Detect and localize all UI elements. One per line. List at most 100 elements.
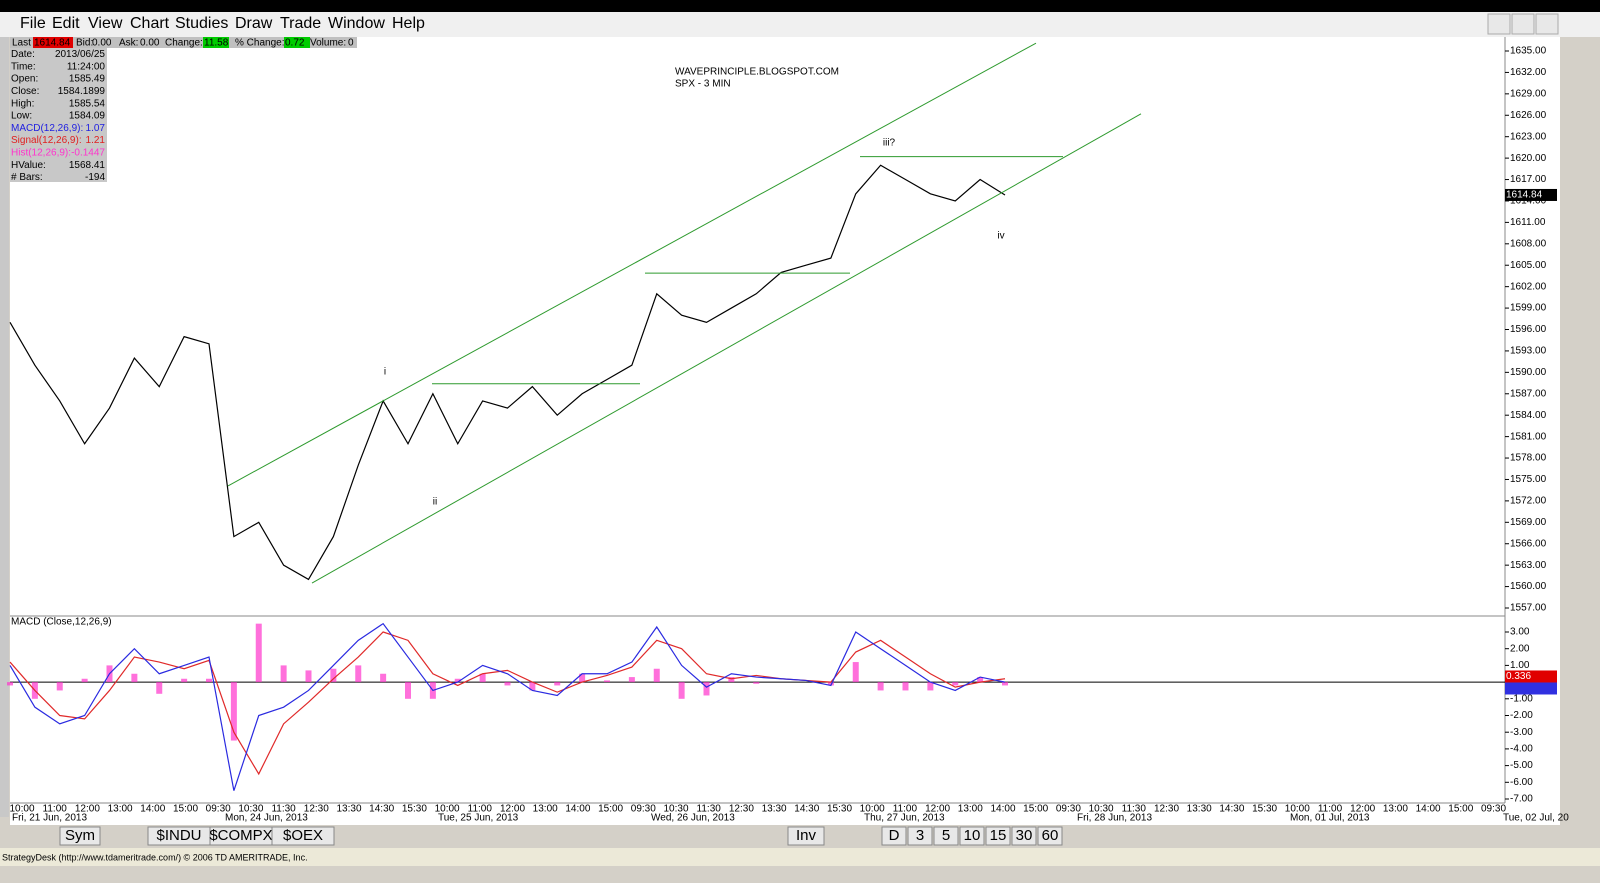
y-tick-label: 3.00 bbox=[1510, 627, 1530, 638]
menu-item[interactable]: Studies bbox=[175, 15, 228, 32]
minimize-button[interactable] bbox=[1487, 13, 1511, 35]
y-tick-label: -6.00 bbox=[1510, 777, 1533, 788]
y-tick-label: 1560.00 bbox=[1510, 581, 1547, 592]
interval-label: 3 bbox=[916, 827, 924, 844]
hist-bar bbox=[454, 678, 461, 683]
hist-bar bbox=[703, 682, 710, 696]
info-value: -194 bbox=[85, 172, 105, 183]
x-tick-label: 13:00 bbox=[958, 804, 983, 815]
close-button[interactable] bbox=[1535, 13, 1559, 35]
date-label: Tue, 25 Jun, 2013 bbox=[438, 813, 519, 824]
restore-button[interactable] bbox=[1511, 13, 1535, 35]
menu-item[interactable]: File bbox=[20, 15, 46, 32]
menu-item[interactable]: Window bbox=[328, 15, 385, 32]
info-panel bbox=[10, 48, 107, 182]
interval-label: 10 bbox=[964, 827, 981, 844]
quote-change: 11.58 bbox=[204, 38, 229, 49]
x-tick-label: 09:30 bbox=[1481, 804, 1506, 815]
x-tick-label: 11:00 bbox=[468, 804, 493, 815]
x-tick-label: 11:30 bbox=[271, 804, 296, 815]
wave-label: i bbox=[384, 367, 386, 378]
value-highlight bbox=[203, 37, 229, 48]
price-line bbox=[9, 164, 1006, 581]
hist-bar bbox=[280, 665, 287, 683]
info-value: 11:24:00 bbox=[67, 61, 106, 72]
hist-bar bbox=[902, 682, 909, 691]
trendline bbox=[227, 42, 1037, 487]
quote-bid: 0.00 bbox=[92, 38, 112, 49]
hist-bar bbox=[405, 682, 411, 699]
x-tick-label: 10:00 bbox=[860, 804, 885, 815]
menu-item[interactable]: Trade bbox=[280, 15, 321, 32]
x-tick-label: 12:30 bbox=[304, 804, 329, 815]
hist-bar bbox=[977, 677, 984, 683]
menu-item[interactable]: View bbox=[88, 15, 123, 32]
interval-button[interactable] bbox=[985, 826, 1011, 846]
menu-item[interactable]: Help bbox=[392, 15, 425, 32]
y-tick-label: 1611.00 bbox=[1510, 217, 1546, 228]
interval-button[interactable] bbox=[787, 826, 825, 846]
interval-button[interactable] bbox=[959, 826, 985, 846]
annotation: SPX - 3 MIN bbox=[675, 79, 731, 90]
symbol-tab[interactable] bbox=[271, 826, 335, 846]
y-tick-label: 1590.00 bbox=[1510, 367, 1547, 378]
quote-last: 1614.84 bbox=[34, 38, 71, 49]
last-price-label: 1614.84 bbox=[1506, 190, 1543, 201]
interval-button[interactable] bbox=[881, 826, 907, 846]
hist-bar bbox=[728, 677, 735, 683]
interval-button[interactable] bbox=[1037, 826, 1063, 846]
hist-bar bbox=[753, 682, 760, 684]
info-label: High: bbox=[11, 98, 34, 109]
y-tick-label: 1584.00 bbox=[1510, 410, 1547, 421]
y-tick-label: 1599.00 bbox=[1510, 303, 1547, 314]
info-label: HValue: bbox=[11, 160, 46, 171]
trendline bbox=[311, 113, 1142, 584]
y-tick-label: 1587.00 bbox=[1510, 388, 1547, 399]
x-tick-label: 15:00 bbox=[1448, 804, 1473, 815]
y-tick-label: 1608.00 bbox=[1510, 238, 1547, 249]
hist-bar bbox=[852, 662, 859, 683]
quote-pct: 0.72 bbox=[285, 38, 305, 49]
quote-pct-label: % Change: bbox=[235, 38, 284, 49]
interval-button[interactable] bbox=[1011, 826, 1037, 846]
x-tick-label: 10:30 bbox=[1089, 804, 1114, 815]
interval-label: 15 bbox=[990, 827, 1007, 844]
x-tick-label: 11:00 bbox=[893, 804, 918, 815]
y-tick-label: 1572.00 bbox=[1510, 496, 1547, 507]
x-tick-label: 12:00 bbox=[75, 804, 100, 815]
interval-button[interactable] bbox=[933, 826, 959, 846]
y-tick-label: 1635.00 bbox=[1510, 46, 1547, 57]
x-tick-label: 09:30 bbox=[631, 804, 656, 815]
info-value: 1584.1899 bbox=[58, 86, 106, 97]
annotation: WAVEPRINCIPLE.BLOGSPOT.COM bbox=[675, 67, 839, 78]
menu-item[interactable]: Edit bbox=[52, 15, 80, 32]
status-bar bbox=[0, 848, 1600, 866]
y-tick-label: -7.00 bbox=[1510, 794, 1533, 805]
x-tick-label: 11:00 bbox=[1318, 804, 1343, 815]
x-tick-label: 13:30 bbox=[1187, 804, 1212, 815]
info-label: MACD(12,26,9): bbox=[11, 123, 83, 134]
y-tick-label: 1617.00 bbox=[1510, 174, 1547, 185]
hist-bar bbox=[653, 668, 660, 683]
menu-item[interactable]: Chart bbox=[130, 15, 170, 32]
date-label: Mon, 01 Jul, 2013 bbox=[1290, 813, 1370, 824]
x-tick-label: 12:30 bbox=[729, 804, 754, 815]
hist-bar bbox=[355, 665, 362, 683]
x-tick-label: 14:00 bbox=[1416, 804, 1441, 815]
x-tick-label: 10:00 bbox=[9, 804, 34, 815]
x-tick-label: 14:30 bbox=[794, 804, 819, 815]
y-tick-label: 1626.00 bbox=[1510, 110, 1547, 121]
menu-item[interactable]: Draw bbox=[235, 15, 273, 32]
info-value: 1585.54 bbox=[69, 98, 106, 109]
date-label: Mon, 24 Jun, 2013 bbox=[225, 813, 308, 824]
interval-button[interactable] bbox=[907, 826, 933, 846]
hist-bar bbox=[927, 682, 934, 691]
symbol-tab[interactable] bbox=[59, 826, 101, 846]
y-tick-label: -3.00 bbox=[1510, 727, 1533, 738]
x-tick-label: 15:30 bbox=[827, 804, 852, 815]
x-tick-label: 09:30 bbox=[1056, 804, 1081, 815]
last-price-box bbox=[1505, 188, 1557, 201]
info-value: 1.07 bbox=[86, 123, 106, 134]
x-tick-label: 12:00 bbox=[1350, 804, 1375, 815]
hist-bar bbox=[1002, 682, 1008, 686]
